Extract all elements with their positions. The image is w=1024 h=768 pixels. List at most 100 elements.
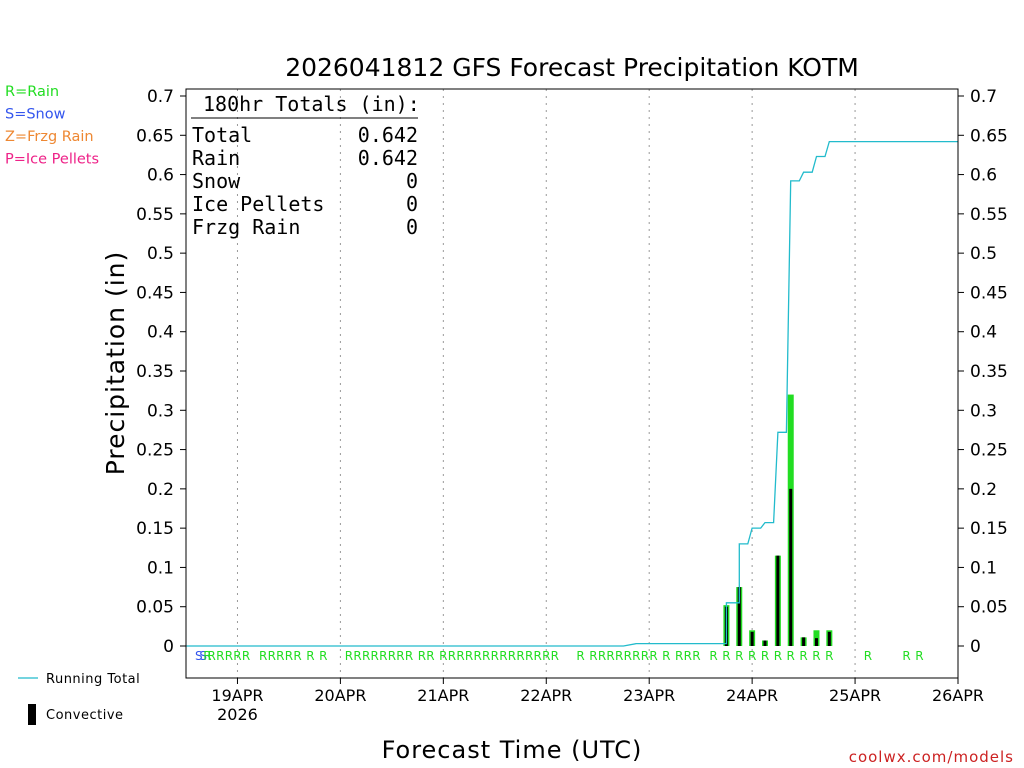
rain-mark: R: [598, 649, 606, 663]
rain-mark: R: [499, 649, 507, 663]
rain-mark: R: [319, 649, 327, 663]
legend-convective-swatch: [28, 704, 36, 725]
rain-mark: R: [208, 649, 216, 663]
y-tick-label-left: 0.6: [147, 166, 174, 186]
running-total-series: [186, 140, 958, 647]
y-tick-label-right: 0.05: [970, 598, 1008, 618]
snow-mark: S: [195, 649, 203, 663]
rain-mark: R: [371, 649, 379, 663]
convective-bar: [763, 640, 767, 646]
legend-type-entry: R=Rain: [5, 84, 59, 100]
rain-mark: R: [345, 649, 353, 663]
x-tick-label-21apr: 21APR: [417, 686, 469, 705]
rain-mark: R: [649, 649, 657, 663]
totals-row-value: 0: [406, 169, 418, 193]
rain-mark: R: [418, 649, 426, 663]
totals-row-value: 0.642: [358, 146, 418, 170]
rain-mark: R: [448, 649, 456, 663]
rain-mark: R: [774, 649, 782, 663]
series-legend: Running Total Convective: [18, 672, 140, 725]
y-tick-label-right: 0.15: [970, 519, 1008, 539]
y-tick-label-left: 0.7: [147, 87, 174, 107]
totals-row-label: Ice Pellets: [192, 192, 324, 216]
rain-mark: R: [692, 649, 700, 663]
rain-mark: R: [396, 649, 404, 663]
rain-mark: R: [225, 649, 233, 663]
x-tick-label-24apr: 24APR: [726, 686, 778, 705]
x-tick-label-23apr: 23APR: [623, 686, 675, 705]
convective-bar: [776, 555, 780, 646]
rain-mark: R: [525, 649, 533, 663]
convective-bar: [827, 631, 831, 646]
rain-mark: R: [379, 649, 387, 663]
rain-mark: R: [276, 649, 284, 663]
rain-mark: R: [615, 649, 623, 663]
y-tick-label-right: 0.2: [970, 480, 997, 500]
rain-mark: R: [353, 649, 361, 663]
convective-bar: [750, 631, 754, 646]
x-tick-label-22apr: 22APR: [520, 686, 572, 705]
rain-mark: R: [589, 649, 597, 663]
y-tick-label-left: 0.65: [136, 126, 174, 146]
rain-mark: R: [285, 649, 293, 663]
rain-mark: R: [902, 649, 910, 663]
y-tick-label-left: 0.15: [136, 519, 174, 539]
rain-mark: R: [799, 649, 807, 663]
rain-mark: R: [456, 649, 464, 663]
rain-mark: R: [439, 649, 447, 663]
rain-mark: R: [259, 649, 267, 663]
rain-mark: R: [787, 649, 795, 663]
rain-mark: R: [388, 649, 396, 663]
y-tick-label-right: 0.25: [970, 441, 1008, 461]
rain-mark: R: [709, 649, 717, 663]
rain-mark: R: [426, 649, 434, 663]
gridlines: [236, 89, 856, 678]
totals-row-label: Frzg Rain: [192, 215, 300, 239]
rain-mark: R: [722, 649, 730, 663]
y-tick-label-left: 0.1: [147, 558, 174, 578]
y-tick-label-left: 0.55: [136, 205, 174, 225]
rain-mark: R: [306, 649, 314, 663]
legend-type-entry: Z=Frzg Rain: [5, 129, 94, 145]
y-axis-left: 0 0.05 0.1 0.15 0.2 0.25 0.3 0.35 0.4 0.45 0.5 0.55…: [136, 87, 186, 657]
rain-mark: R: [662, 649, 670, 663]
totals-row-label: Rain: [192, 146, 240, 170]
rain-mark: R: [641, 649, 649, 663]
y-tick-label-right: 0.45: [970, 283, 1008, 303]
precip-type-legend: R=Rain S=Snow Z=Frzg Rain P=Ice Pellets: [5, 84, 99, 168]
chart-title: 2026041812 GFS Forecast Precipitation KO…: [285, 53, 859, 82]
rain-mark: R: [405, 649, 413, 663]
y-tick-label-right: 0.4: [970, 323, 997, 343]
x-axis-label: Forecast Time (UTC): [382, 736, 643, 764]
y-tick-label-left: 0.4: [147, 323, 174, 343]
rain-mark: R: [576, 649, 584, 663]
y-tick-label-right: 0.3: [970, 401, 997, 421]
plot-frame: [185, 88, 959, 679]
rain-mark: R: [632, 649, 640, 663]
rain-mark: R: [508, 649, 516, 663]
rain-mark: R: [675, 649, 683, 663]
rain-mark: R: [242, 649, 250, 663]
rain-mark: R: [624, 649, 632, 663]
y-tick-label-left: 0.2: [147, 480, 174, 500]
convective-bar: [814, 638, 818, 646]
x-tick-label-26apr: 26APR: [932, 686, 984, 705]
y-tick-label-right: 0.5: [970, 244, 997, 264]
precip-bars: [723, 394, 833, 646]
rain-mark: R: [825, 649, 833, 663]
x-tick-label-20apr: 20APR: [314, 686, 366, 705]
rain-mark: R: [233, 649, 241, 663]
totals-row-value: 0: [406, 215, 418, 239]
x-tick-label-25apr: 25APR: [829, 686, 881, 705]
legend-type-entry: S=Snow: [5, 107, 66, 123]
rain-mark: R: [491, 649, 499, 663]
rain-mark: R: [748, 649, 756, 663]
convective-bar: [737, 587, 741, 646]
y-tick-label-left: 0: [163, 637, 174, 657]
rain-mark: R: [482, 649, 490, 663]
x-tick-label-19apr: 19APR: [211, 686, 263, 705]
legend-series-label: Convective: [46, 708, 124, 723]
totals-box: 180hr Totals (in): Total 0.642 Rain 0.642 Sn…: [191, 92, 420, 239]
